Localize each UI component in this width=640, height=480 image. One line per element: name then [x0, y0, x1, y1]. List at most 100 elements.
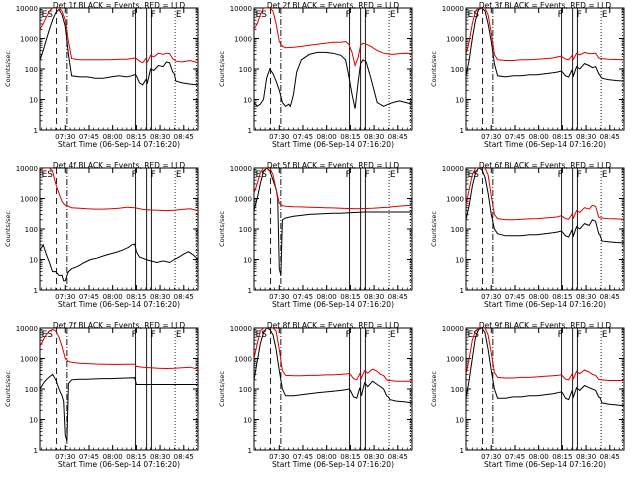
chart-panel-7: Det 7f BLACK = Events, RED = LLD 1 10 100 10… [4, 321, 199, 469]
y-axis-label: Counts/sec [4, 51, 12, 87]
y-tick-label: 10 [455, 257, 464, 265]
events-series-line [254, 51, 412, 109]
x-tick-label: 07:30 [269, 133, 289, 141]
flag-label: F [577, 10, 582, 20]
x-axis-label: Start Time (06-Sep-14 07:16:20) [484, 140, 606, 149]
y-tick-label: 100 [239, 226, 252, 234]
y-tick-label: 10 [243, 257, 252, 265]
chart-title: Det 5f BLACK = Events, RED = LLD [267, 161, 400, 170]
y-tick-label: 1 [34, 447, 38, 455]
x-axis-label: Start Time (06-Sep-14 07:16:20) [272, 140, 394, 149]
y-tick-label: 100 [451, 66, 464, 74]
y-tick-label: 1 [460, 287, 464, 295]
x-tick-label: 07:45 [293, 133, 313, 141]
x-tick-label: 08:00 [317, 293, 337, 301]
flag-label: ES [468, 330, 480, 340]
y-tick-label: 10 [29, 417, 38, 425]
x-tick-label: 07:30 [269, 293, 289, 301]
x-tick-label: 08:00 [103, 133, 123, 141]
x-tick-label: 08:15 [340, 453, 360, 461]
flag-label: F [132, 330, 137, 340]
x-tick-label: 08:15 [340, 133, 360, 141]
x-tick-label: 08:45 [600, 293, 620, 301]
y-axis-label: Counts/sec [218, 51, 226, 87]
x-tick-label: 07:45 [505, 453, 525, 461]
chart-panel-8: Det 8f BLACK = Events, RED = LLD 1 10 100 10… [218, 321, 413, 469]
x-tick-label: 08:45 [388, 293, 408, 301]
x-tick-label: 08:30 [364, 133, 384, 141]
x-tick-label: 08:15 [126, 133, 146, 141]
chart-title: Det 6f BLACK = Events, RED = LLD [479, 161, 612, 170]
flag-label: E [390, 10, 396, 20]
flag-label: ES [42, 170, 54, 180]
x-tick-label: 08:30 [150, 453, 170, 461]
y-tick-label: 1000 [446, 36, 464, 44]
y-tick-label: 100 [239, 66, 252, 74]
y-axis-label: Counts/sec [4, 211, 12, 247]
chart-panel-3: Det 3f BLACK = Events, RED = LLD 1 10 100 10… [430, 1, 625, 149]
x-tick-label: 08:45 [600, 453, 620, 461]
y-tick-label: 10 [29, 257, 38, 265]
flag-label: E [176, 10, 182, 20]
x-tick-label: 08:45 [174, 453, 194, 461]
events-series-line [40, 8, 198, 86]
y-tick-label: 1000 [446, 196, 464, 204]
x-tick-label: 08:30 [576, 453, 596, 461]
y-tick-label: 10000 [16, 5, 38, 13]
flag-label: E [602, 330, 608, 340]
x-tick-label: 07:30 [269, 453, 289, 461]
x-tick-label: 07:45 [79, 293, 99, 301]
y-tick-label: 10000 [16, 325, 38, 333]
events-series-line [40, 373, 198, 441]
chart-title: Det 1f BLACK = Events, RED = LLD [53, 1, 186, 10]
x-axis-label: Start Time (06-Sep-14 07:16:20) [58, 460, 180, 469]
x-axis-label: Start Time (06-Sep-14 07:16:20) [484, 300, 606, 309]
x-tick-label: 08:30 [364, 453, 384, 461]
x-tick-label: 08:45 [174, 133, 194, 141]
y-tick-label: 100 [25, 66, 38, 74]
x-tick-label: 07:30 [55, 453, 75, 461]
x-tick-label: 08:45 [388, 133, 408, 141]
x-tick-label: 08:15 [552, 293, 572, 301]
y-tick-label: 10 [243, 417, 252, 425]
y-tick-label: 10 [29, 97, 38, 105]
x-tick-label: 08:30 [150, 293, 170, 301]
plot-frame [253, 167, 413, 291]
y-axis-label: Counts/sec [4, 371, 12, 407]
y-tick-label: 100 [25, 386, 38, 394]
events-series-line [466, 8, 624, 82]
y-tick-label: 1 [34, 127, 38, 135]
events-series-line [466, 328, 624, 407]
y-tick-label: 1 [34, 287, 38, 295]
x-tick-label: 08:00 [317, 453, 337, 461]
flag-label: F [151, 10, 156, 20]
y-tick-label: 10000 [442, 165, 464, 173]
y-tick-label: 10000 [230, 325, 252, 333]
y-tick-label: 10000 [16, 165, 38, 173]
x-tick-label: 08:15 [340, 293, 360, 301]
y-tick-label: 100 [451, 386, 464, 394]
flag-label: E [390, 170, 396, 180]
y-axis-label: Counts/sec [430, 211, 438, 247]
lld-series-line [466, 328, 624, 381]
x-tick-label: 08:45 [174, 293, 194, 301]
lld-series-line [254, 8, 412, 68]
y-axis-label: Counts/sec [430, 51, 438, 87]
x-tick-label: 08:15 [552, 133, 572, 141]
y-tick-label: 1000 [234, 196, 252, 204]
y-tick-label: 10 [455, 417, 464, 425]
y-tick-label: 10000 [230, 5, 252, 13]
x-axis-label: Start Time (06-Sep-14 07:16:20) [272, 460, 394, 469]
x-tick-label: 08:00 [529, 293, 549, 301]
x-tick-label: 08:00 [529, 453, 549, 461]
chart-title: Det 2f BLACK = Events, RED = LLD [267, 1, 400, 10]
lld-series-line [466, 168, 624, 221]
flag-label: ES [256, 170, 268, 180]
lld-series-line [40, 8, 198, 64]
x-tick-label: 08:00 [103, 293, 123, 301]
flag-label: F [577, 330, 582, 340]
y-tick-label: 10 [455, 97, 464, 105]
lld-series-line [40, 328, 198, 370]
y-tick-label: 1000 [234, 356, 252, 364]
flag-label: ES [468, 170, 480, 180]
